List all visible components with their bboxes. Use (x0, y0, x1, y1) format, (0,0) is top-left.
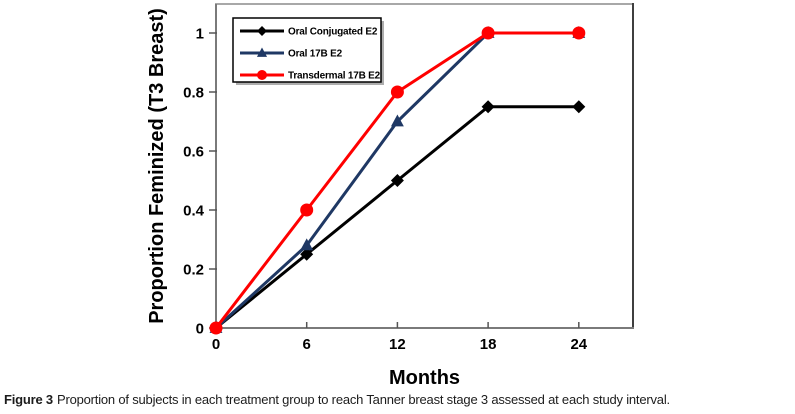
y-tick-label: 1 (196, 25, 204, 42)
legend-marker-diamond (257, 26, 267, 36)
x-axis-title: Months (389, 367, 460, 389)
legend-label-transdermal-17b-e2: Transdermal 17B E2 (288, 71, 381, 82)
series-marker-circle (390, 85, 404, 99)
legend-box (232, 17, 382, 83)
series-marker-circle (300, 203, 314, 217)
series-marker-circle (481, 26, 495, 40)
series-marker-diamond (300, 247, 314, 261)
series-marker-circle (209, 321, 223, 335)
series-marker-triangle (300, 238, 314, 251)
x-tick-label: 24 (570, 336, 587, 353)
x-tick-label: 6 (303, 336, 311, 353)
series-marker-circle (572, 26, 586, 40)
legend-label-oral-conjugated-e2: Oral Conjugated E2 (288, 27, 378, 38)
x-tick-label: 12 (389, 336, 406, 353)
x-tick-label: 0 (212, 336, 220, 353)
legend-label-oral-17b-e2: Oral 17B E2 (288, 49, 343, 60)
series-line-oral-conjugated-e2 (215, 105, 579, 330)
figure-caption-label: Figure 3 (4, 392, 53, 407)
y-tick-label: 0 (196, 320, 204, 337)
series-marker-diamond (481, 100, 495, 114)
series-marker-diamond (390, 174, 404, 187)
figure-caption-text: Proportion of subjects in each treatment… (56, 392, 670, 407)
legend-marker-circle (257, 70, 267, 80)
y-tick-label: 0.8 (183, 84, 204, 101)
series-marker-diamond (572, 100, 586, 114)
chart-canvas: 0 6 12 18 24 0 0.2 0.4 0.6 0.8 1 Months Proportion F… (146, 3, 634, 389)
y-tick-label: 0.6 (183, 143, 204, 160)
figure-caption: Figure 3 Proportion of subjects in each t… (4, 392, 792, 407)
legend-marker-triangle (256, 47, 268, 57)
series-marker-triangle (390, 114, 404, 127)
y-tick-label: 0.2 (183, 261, 204, 278)
y-tick-label: 0.4 (183, 202, 205, 219)
x-tick-label: 18 (480, 336, 497, 353)
y-axis-title: Proportion Feminized (T3 Breast) (146, 8, 168, 324)
